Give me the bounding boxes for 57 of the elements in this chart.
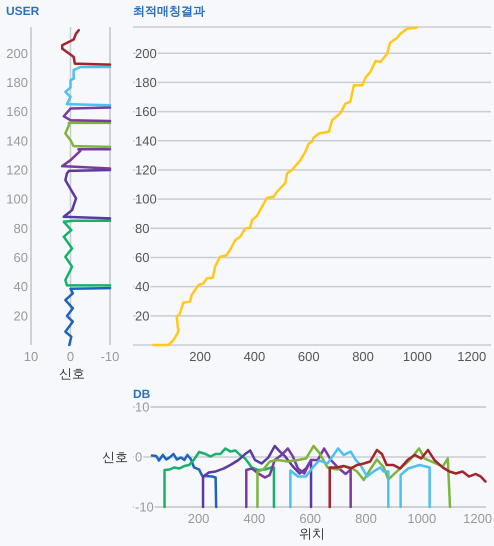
- x-tick-label: 800: [352, 349, 374, 364]
- y-tick-label: -10: [135, 500, 154, 514]
- x-tick-label: 200: [188, 511, 210, 526]
- line-series: [62, 219, 112, 287]
- y-tick-label: 100: [135, 192, 157, 207]
- x-tick-label: 400: [244, 349, 266, 364]
- y-tick-label: 40: [135, 279, 150, 294]
- x-tick-label: 1200: [457, 349, 486, 364]
- line-series: [64, 122, 112, 148]
- chart-title: DB: [133, 387, 151, 401]
- line-series: [64, 66, 112, 106]
- y-tick-label: 180: [6, 74, 28, 90]
- y-tick-label: 0: [135, 450, 142, 464]
- line-series: [399, 464, 431, 508]
- y-tick-label: 80: [135, 220, 150, 236]
- x-tick-label: 400: [244, 511, 266, 526]
- chart-title: USER: [6, 4, 40, 18]
- line-series: [163, 447, 276, 508]
- line-series: [328, 448, 487, 508]
- x-tick-label: 1200: [463, 511, 492, 526]
- y-tick-label: 100: [6, 192, 28, 207]
- x-tick-label: -10: [100, 349, 120, 364]
- y-tick-label: 60: [135, 250, 150, 265]
- y-tick-label: 200: [135, 46, 157, 61]
- y-tick-label: 140: [6, 133, 28, 148]
- x-axis-title: 신호: [59, 366, 85, 381]
- x-tick-label: 600: [298, 349, 320, 364]
- y-tick-label: 80: [14, 220, 28, 236]
- y-tick-label: 120: [135, 162, 157, 178]
- y-tick-label: 60: [14, 250, 28, 265]
- y-tick-label: 20: [135, 308, 150, 324]
- x-tick-label: 200: [189, 349, 211, 364]
- x-tick-label: 1000: [407, 511, 436, 526]
- y-tick-label: 180: [135, 74, 157, 90]
- y-tick-label: 120: [6, 162, 28, 178]
- line-series: [62, 168, 112, 220]
- y-tick-label: 160: [135, 104, 157, 120]
- y-tick-label: 10: [135, 400, 150, 414]
- y-tick-label: 140: [135, 133, 157, 148]
- x-tick-label: 600: [299, 511, 322, 526]
- x-tick-label: 10: [24, 349, 38, 364]
- chart-title: 최적매칭결과: [133, 4, 205, 18]
- x-tick-label: 1000: [402, 349, 432, 364]
- x-tick-label: 0: [66, 349, 74, 364]
- line-series: [289, 447, 390, 508]
- line-series: [60, 148, 112, 170]
- y-axis-title: 신호: [102, 450, 128, 464]
- y-tick-label: 160: [6, 104, 28, 120]
- y-tick-label: 200: [6, 46, 28, 61]
- line-series: [64, 286, 112, 346]
- line-series: [62, 106, 112, 122]
- line-series: [60, 28, 112, 66]
- x-tick-label: 800: [355, 511, 377, 526]
- y-tick-label: 40: [14, 279, 28, 294]
- line-series: [245, 447, 352, 508]
- x-axis-title: 위치: [299, 526, 325, 541]
- y-tick-label: 20: [14, 308, 28, 324]
